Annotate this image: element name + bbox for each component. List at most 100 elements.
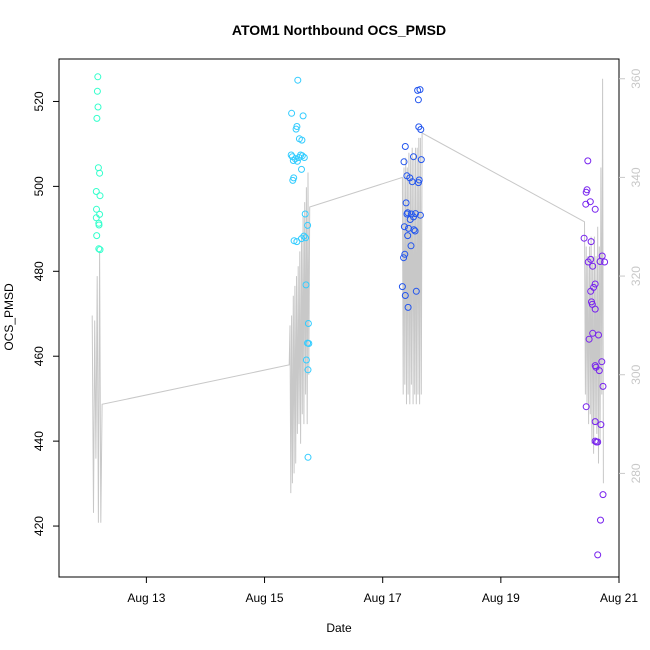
y-tick-label: 500 bbox=[32, 176, 46, 196]
data-point-group-3 bbox=[402, 199, 410, 207]
data-point-group-2 bbox=[298, 165, 305, 173]
x-axis: Aug 13 Aug 15 Aug 17 Aug 19 Aug 21 bbox=[127, 577, 638, 605]
data-point-group-4 bbox=[591, 280, 599, 288]
data-point-group-2 bbox=[302, 281, 310, 289]
data-point-group-2 bbox=[299, 112, 307, 120]
data-point-group-3 bbox=[400, 254, 408, 262]
data-point-group-1 bbox=[94, 164, 102, 172]
data-point-group-2 bbox=[294, 76, 302, 84]
secondary-line-layer bbox=[91, 78, 604, 523]
data-point-group-2 bbox=[298, 152, 306, 160]
data-point-group-4 bbox=[597, 516, 604, 524]
data-point-group-4 bbox=[582, 188, 590, 196]
data-point-group-1 bbox=[93, 114, 101, 122]
y-tick-label: 440 bbox=[32, 431, 46, 451]
data-point-group-4 bbox=[591, 418, 599, 426]
data-point-group-1 bbox=[96, 210, 104, 218]
data-point-group-4 bbox=[599, 491, 607, 499]
data-point-group-4 bbox=[594, 551, 602, 559]
data-point-group-2 bbox=[304, 221, 312, 229]
data-point-group-3 bbox=[400, 158, 408, 166]
x-tick-label: Aug 19 bbox=[482, 591, 520, 605]
data-point-group-1 bbox=[95, 245, 103, 253]
data-point-group-1 bbox=[92, 214, 100, 222]
data-point-group-1 bbox=[96, 246, 104, 254]
data-point-group-2 bbox=[301, 210, 309, 218]
data-point-group-3 bbox=[401, 250, 409, 258]
data-point-group-1 bbox=[93, 205, 100, 213]
x-tick-label: Aug 15 bbox=[246, 591, 284, 605]
y-axis-right: 280 300 320 340 360 bbox=[619, 68, 643, 483]
data-point-group-4 bbox=[591, 205, 599, 213]
data-point-group-2 bbox=[304, 320, 312, 327]
data-point-group-3 bbox=[406, 174, 414, 182]
data-point-group-2 bbox=[288, 109, 296, 117]
data-point-group-2 bbox=[289, 157, 297, 164]
data-point-group-3 bbox=[403, 210, 411, 218]
data-point-group-1 bbox=[94, 103, 102, 111]
data-point-group-4 bbox=[587, 287, 595, 295]
data-point-group-3 bbox=[411, 227, 419, 235]
data-point-group-3 bbox=[414, 179, 422, 187]
data-point-group-4 bbox=[594, 438, 602, 446]
data-point-group-3 bbox=[407, 242, 415, 250]
y2-tick-label: 340 bbox=[629, 167, 643, 187]
data-point-group-3 bbox=[417, 126, 425, 133]
data-point-group-2 bbox=[295, 154, 303, 161]
y-tick-label: 420 bbox=[32, 516, 46, 536]
data-point-group-4 bbox=[589, 262, 597, 270]
data-point-group-2 bbox=[293, 157, 301, 165]
y2-tick-label: 280 bbox=[629, 463, 643, 483]
data-point-group-4 bbox=[598, 358, 606, 366]
data-point-group-4 bbox=[582, 403, 590, 411]
plot-frame bbox=[58, 58, 620, 578]
data-point-group-4 bbox=[582, 200, 590, 208]
data-point-group-4 bbox=[584, 258, 592, 266]
data-point-group-1 bbox=[94, 73, 102, 81]
secondary-series-line bbox=[91, 78, 604, 523]
data-point-group-2 bbox=[292, 125, 300, 133]
data-point-group-3 bbox=[410, 226, 418, 234]
data-point-group-2 bbox=[304, 366, 312, 374]
data-point-group-1 bbox=[96, 192, 104, 200]
data-point-group-4 bbox=[597, 421, 605, 429]
data-point-group-4 bbox=[585, 335, 593, 343]
y-axis-left: 420 440 460 480 500 520 bbox=[32, 91, 59, 536]
data-point-group-4 bbox=[584, 157, 592, 165]
data-point-group-2 bbox=[302, 356, 310, 364]
data-point-group-2 bbox=[298, 235, 305, 243]
data-point-group-4 bbox=[589, 329, 597, 337]
y-tick-label: 520 bbox=[32, 91, 46, 111]
data-point-group-3 bbox=[401, 292, 409, 299]
data-point-group-4 bbox=[601, 258, 609, 266]
data-point-group-3 bbox=[404, 209, 412, 217]
data-point-group-3 bbox=[417, 156, 425, 164]
data-point-group-3 bbox=[404, 232, 412, 240]
y-axis-label: OCS_PMSD bbox=[2, 283, 16, 351]
data-point-group-4 bbox=[580, 234, 588, 242]
data-point-group-2 bbox=[298, 136, 306, 144]
x-tick-label: Aug 13 bbox=[127, 591, 165, 605]
y-tick-label: 460 bbox=[32, 346, 46, 366]
data-point-group-2 bbox=[289, 176, 297, 184]
x-axis-label: Date bbox=[326, 621, 352, 635]
data-point-group-4 bbox=[591, 305, 599, 313]
data-point-group-3 bbox=[414, 96, 422, 104]
data-point-group-3 bbox=[412, 287, 420, 295]
data-point-group-3 bbox=[400, 223, 408, 231]
data-point-group-1 bbox=[93, 232, 101, 240]
data-point-group-1 bbox=[95, 221, 103, 229]
data-point-group-3 bbox=[414, 86, 422, 94]
y-tick-label: 480 bbox=[32, 261, 46, 281]
x-tick-label: Aug 21 bbox=[600, 591, 638, 605]
points-layer bbox=[92, 73, 609, 559]
y2-tick-label: 360 bbox=[629, 68, 643, 88]
data-point-group-1 bbox=[96, 169, 104, 177]
data-point-group-2 bbox=[302, 234, 310, 242]
data-point-group-2 bbox=[305, 340, 313, 347]
data-point-group-3 bbox=[416, 211, 424, 219]
data-point-group-3 bbox=[410, 153, 417, 161]
data-point-group-4 bbox=[596, 258, 604, 265]
data-point-group-2 bbox=[300, 154, 308, 161]
